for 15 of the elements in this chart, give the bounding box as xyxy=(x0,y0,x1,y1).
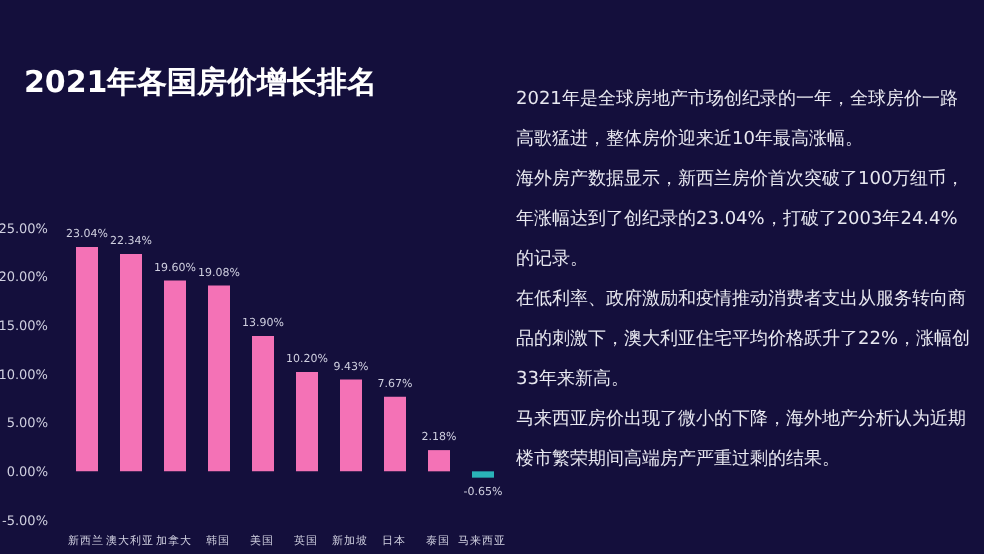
bar xyxy=(164,280,186,472)
text: 2021年是全球房地产市场创纪录的一年，全球房价一路高歌猛进，整体房价迎来近10年最高涨幅。 xyxy=(516,87,960,154)
bar xyxy=(252,336,274,472)
text: 马来西亚房价出现了微小的下降，海外地产分析认为近期楼市繁荣期间高端房产严重过剩的结果。 xyxy=(516,407,968,474)
bar xyxy=(340,379,362,472)
chart-title: 2021年各国房价增长排名 xyxy=(24,64,378,102)
bar xyxy=(428,450,450,472)
text: 在低利率、政府激励和疫情推动消费者支出从服务转向商品的刺激下，澳大利亚住宅平均价格跃升了22%，涨幅创33年来新高。 xyxy=(516,287,972,394)
bar xyxy=(120,253,142,472)
text: 海外房产数据显示，新西兰房价首次突破了100万纽币，年涨幅达到了创纪录的23.04%，打破了2003年24.4%的记录。 xyxy=(516,167,967,274)
bar xyxy=(208,285,230,472)
bar xyxy=(472,471,494,478)
bar xyxy=(296,372,318,472)
bar xyxy=(76,247,98,472)
bar xyxy=(384,396,406,472)
